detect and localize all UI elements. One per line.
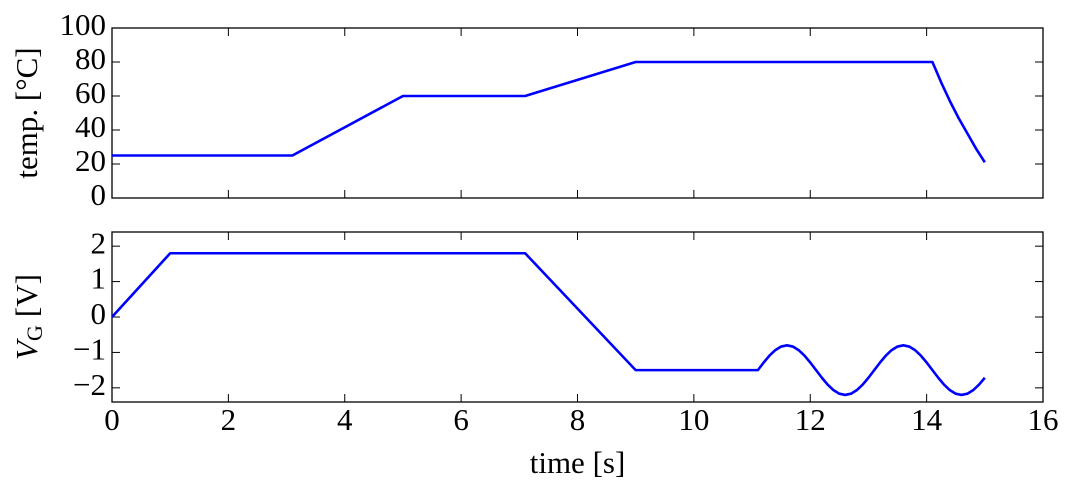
- y-tick-label: 0: [91, 296, 107, 331]
- y-tick-label: 40: [75, 109, 106, 144]
- x-tick-label: 0: [104, 402, 120, 437]
- y-tick-label: 20: [75, 143, 106, 178]
- y-tick-label: 100: [60, 7, 107, 42]
- x-tick-label: 14: [911, 402, 943, 437]
- y-tick-label: 80: [75, 41, 106, 76]
- y-label-symbol: V: [9, 338, 44, 360]
- y-label-unit: [V]: [9, 274, 44, 317]
- y-tick-label: −2: [73, 367, 106, 402]
- y-tick-label: −1: [73, 332, 106, 367]
- y-tick-label: 60: [75, 75, 106, 110]
- y-label-subscript: G: [22, 325, 47, 341]
- x-tick-label: 12: [795, 402, 826, 437]
- x-axis-label: time [s]: [530, 445, 626, 480]
- axes-frame: [111, 27, 1044, 199]
- y-tick-label: 2: [91, 225, 107, 260]
- axes-frame: [111, 231, 1044, 403]
- x-tick-label: 6: [453, 402, 469, 437]
- y-tick-label: 0: [91, 177, 107, 212]
- data-line: [112, 60, 986, 164]
- data-line: [111, 251, 986, 397]
- x-tick-label: 8: [570, 402, 586, 437]
- x-tick-label: 10: [678, 402, 709, 437]
- y-axis-label: temp. [°C]: [9, 47, 44, 178]
- y-tick-label: 1: [91, 261, 107, 296]
- x-tick-label: 4: [337, 402, 353, 437]
- y-axis-label: VG [V]: [9, 274, 47, 360]
- x-tick-label: 16: [1028, 402, 1059, 437]
- x-tick-label: 2: [221, 402, 237, 437]
